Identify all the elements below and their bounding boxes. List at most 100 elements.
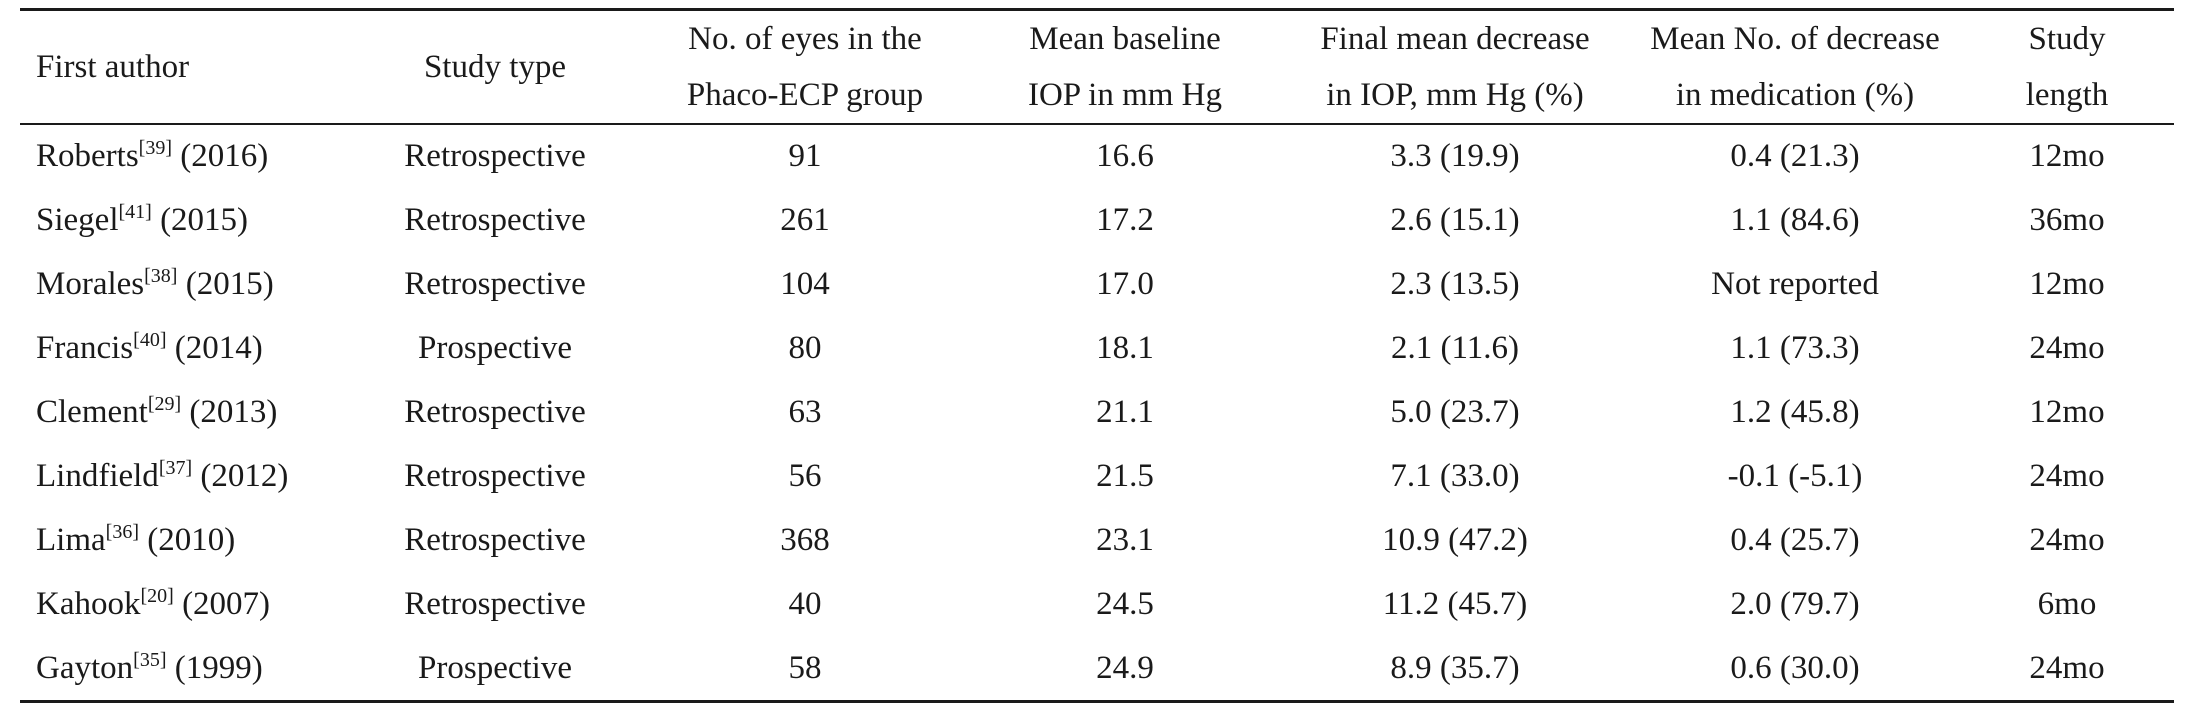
study-year: (2012) <box>192 457 289 494</box>
header-line: in IOP, mm Hg (%) <box>1326 77 1584 113</box>
table-row: Gayton[35] (1999) Prospective 58 24.9 8.9 (3… <box>20 636 2174 703</box>
author-name: Siegel <box>36 202 119 239</box>
header-first-author: First author <box>20 8 350 125</box>
cell-study-type: Retrospective <box>404 457 586 494</box>
cell-baseline-iop: 24.5 <box>1096 585 1154 622</box>
reference-number: [35] <box>133 648 167 671</box>
study-table-container: First author Study type No. of eyes in the… <box>20 8 2174 703</box>
reference-number: [40] <box>133 329 167 352</box>
cell-first-author: Francis[40] (2014) <box>20 317 350 381</box>
cell-med-decrease: 0.4 (21.3) <box>1730 138 1860 175</box>
cell-baseline-iop: 16.6 <box>1096 138 1154 175</box>
study-year: (1999) <box>166 649 263 686</box>
study-year: (2015) <box>151 202 249 239</box>
cell-study-length: 12mo <box>2029 138 2105 175</box>
author-name: Roberts <box>36 138 139 175</box>
table-row: Lindfield[37] (2012) Retrospective 56 21.5 7… <box>20 444 2174 508</box>
cell-study-length: 24mo <box>2029 457 2105 494</box>
cell-med-decrease: 0.6 (30.0) <box>1630 636 1960 703</box>
author-name: Lindfield <box>36 457 159 494</box>
header-line: Phaco-ECP group <box>686 77 924 113</box>
cell-eyes: 80 <box>788 330 822 367</box>
cell-med-decrease: 1.1 (73.3) <box>1730 330 1860 367</box>
cell-med-decrease: 0.4 (25.7) <box>1730 521 1860 558</box>
study-year: (2014) <box>166 330 263 367</box>
cell-study-type: Prospective <box>350 636 640 703</box>
cell-study-length: 24mo <box>1960 636 2174 703</box>
cell-iop-decrease: 5.0 (23.7) <box>1390 394 1520 430</box>
cell-iop-decrease: 2.6 (15.1) <box>1390 202 1520 239</box>
cell-eyes: 91 <box>788 138 822 175</box>
cell-study-type: Retrospective <box>404 266 586 303</box>
study-year: (2016) <box>172 138 269 175</box>
cell-first-author: Lindfield[37] (2012) <box>20 444 350 508</box>
study-year: (2010) <box>138 521 236 558</box>
reference-number: [29] <box>147 393 182 415</box>
table-row: Clement[29] (2013) Retrospective 63 21.1 5.0… <box>20 381 2174 445</box>
cell-baseline-iop: 24.9 <box>970 636 1280 703</box>
cell-baseline-iop: 17.0 <box>1096 266 1154 303</box>
header-line: Study <box>2028 21 2106 57</box>
header-study-length: Study length <box>1960 8 2174 125</box>
author-name: Morales <box>36 266 145 303</box>
header-line: No. of eyes in the <box>688 21 922 57</box>
cell-baseline-iop: 17.2 <box>1096 202 1154 239</box>
header-study-type: Study type <box>350 8 640 125</box>
table-row: Roberts[39] (2016) Retrospective 91 16.6 3.3… <box>20 124 2174 189</box>
header-row: First author Study type No. of eyes in the… <box>20 8 2174 125</box>
study-year: (2007) <box>173 585 271 622</box>
cell-med-decrease: -0.1 (-5.1) <box>1727 457 1863 494</box>
cell-study-length: 24mo <box>2029 330 2105 367</box>
author-name: Clement <box>36 394 148 430</box>
reference-number: [39] <box>138 137 172 160</box>
cell-baseline-iop: 21.5 <box>1096 457 1154 494</box>
cell-first-author: Clement[29] (2013) <box>20 381 350 445</box>
cell-eyes: 368 <box>780 521 830 558</box>
reference-number: [20] <box>140 584 174 607</box>
header-line: IOP in mm Hg <box>1027 77 1223 113</box>
study-year: (2015) <box>177 266 274 303</box>
cell-study-type: Retrospective <box>404 585 586 622</box>
header-iop-decrease: Final mean decrease in IOP, mm Hg (%) <box>1280 8 1630 125</box>
table-row: Kahook[20] (2007) Retrospective 40 24.5 11.2… <box>20 572 2174 636</box>
header-line: length <box>2025 77 2109 113</box>
cell-first-author: Siegel[41] (2015) <box>20 189 350 253</box>
author-name: Lima <box>36 521 106 558</box>
header-eyes: No. of eyes in the Phaco-ECP group <box>640 8 970 125</box>
cell-study-type: Retrospective <box>404 138 586 175</box>
study-comparison-table: First author Study type No. of eyes in the… <box>20 8 2174 703</box>
author-name: Gayton <box>36 649 134 686</box>
table-row: Siegel[41] (2015) Retrospective 261 17.2 2.6… <box>20 189 2174 253</box>
cell-iop-decrease: 7.1 (33.0) <box>1390 457 1520 494</box>
cell-med-decrease: 1.2 (45.8) <box>1730 394 1860 430</box>
cell-first-author: Lima[36] (2010) <box>20 508 350 572</box>
reference-number: [41] <box>118 201 152 224</box>
reference-number: [37] <box>158 456 193 479</box>
cell-study-length: 12mo <box>2029 266 2105 303</box>
table-row: Lima[36] (2010) Retrospective 368 23.1 10.9 … <box>20 508 2174 572</box>
cell-baseline-iop: 21.1 <box>1096 394 1154 430</box>
cell-iop-decrease: 2.1 (11.6) <box>1390 330 1519 367</box>
header-line: First author <box>36 49 190 85</box>
cell-first-author: Kahook[20] (2007) <box>20 572 350 636</box>
header-baseline-iop: Mean baseline IOP in mm Hg <box>970 8 1280 125</box>
header-med-decrease: Mean No. of decrease in medication (%) <box>1630 8 1960 125</box>
header-line: Study type <box>423 49 567 85</box>
cell-study-type: Prospective <box>418 330 572 367</box>
cell-iop-decrease: 11.2 (45.7) <box>1382 585 1528 622</box>
cell-study-length: 12mo <box>2029 394 2105 430</box>
header-line: in medication (%) <box>1675 77 1915 113</box>
table-body: Roberts[39] (2016) Retrospective 91 16.6 3.3… <box>20 124 2174 703</box>
table-row: Francis[40] (2014) Prospective 80 18.1 2.1 (… <box>20 317 2174 381</box>
reference-number: [36] <box>105 520 139 543</box>
study-year: (2013) <box>181 394 278 430</box>
cell-study-type: Retrospective <box>404 394 586 430</box>
table-row: Morales[38] (2015) Retrospective 104 17.0 2.… <box>20 253 2174 317</box>
cell-med-decrease: 1.1 (84.6) <box>1730 202 1860 239</box>
cell-first-author: Roberts[39] (2016) <box>20 124 350 189</box>
cell-study-length: 36mo <box>2029 202 2105 239</box>
cell-med-decrease: 2.0 (79.7) <box>1730 585 1860 622</box>
author-name: Francis <box>36 330 134 367</box>
cell-study-length: 24mo <box>2029 521 2105 558</box>
cell-baseline-iop: 18.1 <box>1096 330 1154 367</box>
